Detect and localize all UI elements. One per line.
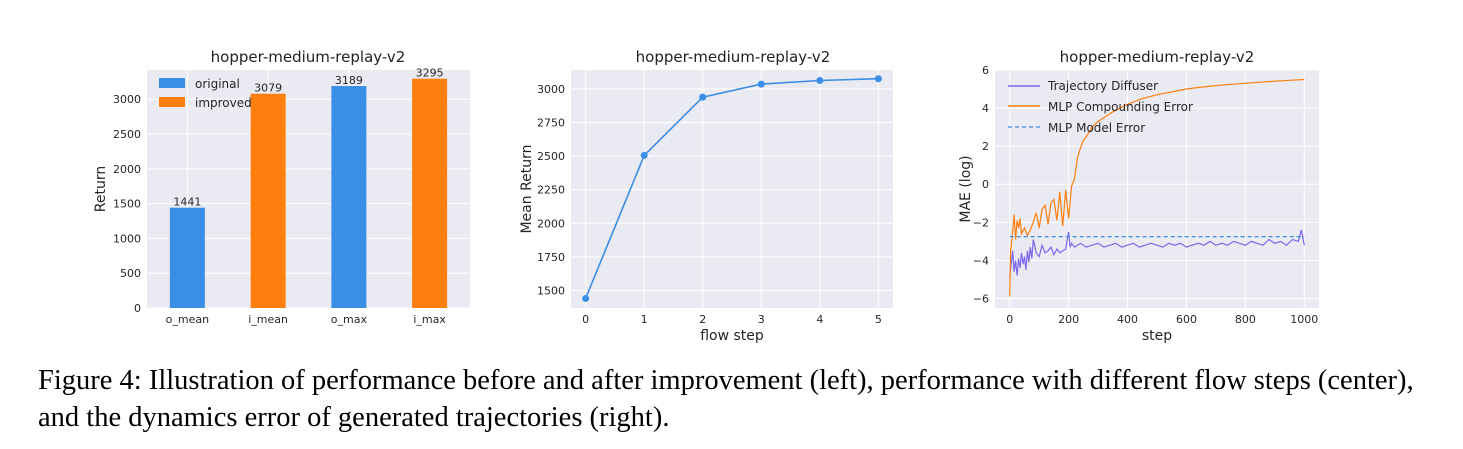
bar-chart-bars — [169, 78, 448, 309]
flow-step-y-tick-label: 2250 — [537, 184, 565, 197]
flow-step-x-tick-label: 4 — [816, 313, 823, 326]
flow-step-x-tick-label: 0 — [582, 313, 589, 326]
bar-chart-y-tick-label: 1500 — [113, 198, 141, 211]
mae-y-tick-label: −4 — [973, 254, 989, 267]
mae-x-axis-label: step — [1142, 328, 1172, 344]
legend-swatch-improved — [159, 97, 185, 107]
flow-step-point — [874, 75, 882, 83]
bar-chart-x-ticks: o_mean i_mean o_max i_max — [166, 313, 447, 326]
flow-step-y-tick-label: 3000 — [537, 83, 565, 96]
bar-chart-y-tick-label: 1000 — [113, 232, 141, 245]
mae-x-tick-label: 1000 — [1290, 313, 1318, 326]
flow-step-y-tick-label: 2000 — [537, 217, 565, 230]
bar-chart-y-tick-label: 500 — [120, 267, 141, 280]
bar-data-label: 3295 — [416, 67, 444, 80]
bar-i_mean — [250, 93, 286, 308]
flow-step-y-tick-label: 1500 — [537, 285, 565, 298]
mae-line-mlp-compounding-error — [1009, 78, 1305, 297]
bar-chart-legend: original improved — [159, 77, 252, 110]
mae-chart-panel: hopper-medium-replay-v2 −6 −4 −2 0 2 4 6 0 200 4… — [958, 48, 1319, 344]
mae-x-tick-label: 0 — [1006, 313, 1013, 326]
mae-x-tick-label: 600 — [1176, 313, 1197, 326]
mae-y-tick-label: 6 — [982, 64, 989, 77]
flow-step-x-tick-label: 5 — [875, 313, 882, 326]
bar-data-label: 3079 — [254, 82, 282, 95]
flow-step-point — [816, 76, 824, 84]
bar-chart-x-tick-label: o_max — [331, 313, 368, 326]
flow-step-point — [757, 80, 765, 88]
flow-step-line — [584, 77, 879, 299]
legend-label-original: original — [195, 77, 240, 91]
bar-chart-y-tick-label: 2500 — [113, 128, 141, 141]
flow-step-y-tick-label: 2750 — [537, 116, 565, 129]
bar-chart-panel: hopper-medium-replay-v2 0 500 1000 1500 2000… — [93, 48, 470, 326]
bar-i_max — [412, 78, 448, 309]
legend-label-trajectory-diffuser: Trajectory Diffuser — [1047, 79, 1158, 93]
bar-data-label: 3189 — [335, 74, 363, 87]
flow-step-point — [582, 294, 590, 302]
mae-y-tick-label: 4 — [982, 102, 989, 115]
mae-gridlines — [995, 69, 1319, 308]
flow-step-y-ticks: 1500 1750 2000 2250 2500 2750 3000 — [537, 83, 565, 298]
legend-label-mlp-model-error: MLP Model Error — [1048, 121, 1145, 135]
bar-chart-data-labels: 1441 3079 3189 3295 — [173, 67, 443, 209]
bar-chart-y-tick-label: 2000 — [113, 163, 141, 176]
flow-step-gridlines — [571, 70, 893, 308]
mae-y-tick-label: 0 — [982, 178, 989, 191]
mae-y-ticks: −6 −4 −2 0 2 4 6 — [973, 64, 989, 305]
flow-step-series — [582, 75, 882, 302]
bar-chart-y-axis-label: Return — [93, 166, 109, 212]
flow-step-point — [699, 93, 707, 101]
mae-y-tick-label: −2 — [973, 216, 989, 229]
mae-x-tick-label: 400 — [1117, 313, 1138, 326]
bar-chart-x-tick-label: i_mean — [248, 313, 288, 326]
legend-swatch-original — [159, 78, 185, 88]
bar-chart-y-tick-label: 3000 — [113, 93, 141, 106]
mae-x-ticks: 0 200 400 600 800 1000 — [1006, 313, 1318, 326]
figure-caption: Figure 4: Illustration of performance be… — [38, 365, 1414, 433]
legend-label-improved: improved — [195, 96, 252, 110]
bar-o_mean — [169, 207, 205, 308]
flow-step-y-tick-label: 2500 — [537, 150, 565, 163]
bar-chart-x-tick-label: i_max — [413, 313, 446, 326]
flow-step-x-ticks: 0 1 2 3 4 5 — [582, 313, 882, 326]
flow-step-plot-area — [571, 70, 893, 308]
flow-step-x-tick-label: 2 — [699, 313, 706, 326]
flow-step-x-axis-label: flow step — [700, 328, 764, 344]
mae-series — [1009, 78, 1305, 297]
mae-y-axis-label: MAE (log) — [958, 155, 974, 222]
flow-step-x-tick-label: 1 — [641, 313, 648, 326]
legend-label-mlp-compounding-error: MLP Compounding Error — [1048, 100, 1193, 114]
mae-line-trajectory-diffuser — [1009, 229, 1305, 278]
bar-chart-x-tick-label: o_mean — [166, 313, 209, 326]
mae-x-tick-label: 200 — [1058, 313, 1079, 326]
flow-step-y-axis-label: Mean Return — [519, 144, 535, 233]
flow-step-chart-title: hopper-medium-replay-v2 — [636, 48, 831, 66]
bar-chart-y-ticks: 0 500 1000 1500 2000 2500 3000 — [113, 93, 141, 315]
mae-plot-area — [995, 70, 1319, 308]
flow-step-x-tick-label: 3 — [758, 313, 765, 326]
mae-y-tick-label: −6 — [973, 292, 989, 305]
bar-o_max — [331, 86, 367, 308]
flow-step-point — [640, 151, 648, 159]
bar-chart-title: hopper-medium-replay-v2 — [211, 48, 406, 66]
flow-step-chart-panel: hopper-medium-replay-v2 1500175020002250… — [519, 48, 893, 344]
bar-data-label: 1441 — [173, 196, 201, 209]
flow-step-y-tick-label: 1750 — [537, 251, 565, 264]
mae-chart-title: hopper-medium-replay-v2 — [1060, 48, 1255, 66]
mae-legend: Trajectory Diffuser MLP Compounding Erro… — [1008, 79, 1193, 135]
mae-x-tick-label: 800 — [1235, 313, 1256, 326]
mae-y-tick-label: 2 — [982, 140, 989, 153]
bar-chart-y-tick-label: 0 — [134, 302, 141, 315]
